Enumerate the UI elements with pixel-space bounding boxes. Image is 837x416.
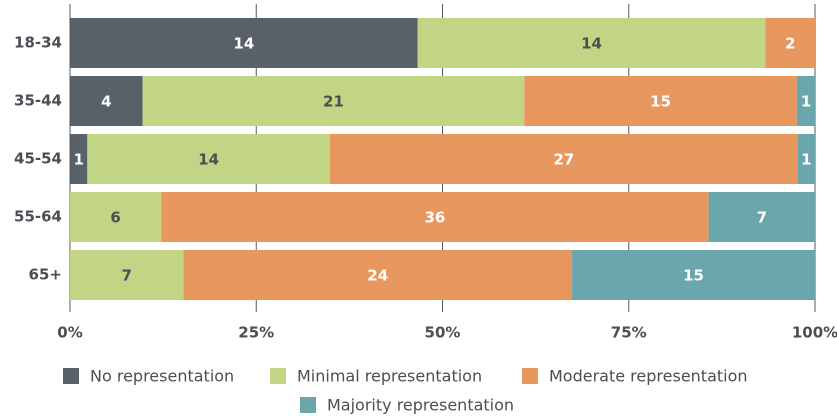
data-label: 1 <box>801 151 811 169</box>
legend-label: Minimal representation <box>297 367 482 386</box>
data-label: 24 <box>367 267 388 285</box>
bar-segment <box>797 134 815 184</box>
bar-segment <box>70 134 88 184</box>
data-label: 15 <box>683 267 704 285</box>
data-label: 27 <box>553 151 574 169</box>
bar-segment <box>70 250 184 300</box>
legend-swatch <box>522 368 538 384</box>
category-label: 55-64 <box>14 208 62 226</box>
legend-label: Moderate representation <box>549 367 748 386</box>
bar-segment <box>70 76 143 126</box>
category-label: 65+ <box>29 266 62 284</box>
data-label: 14 <box>233 35 254 53</box>
bar-segment <box>796 76 815 126</box>
data-label: 7 <box>757 209 767 227</box>
data-label: 7 <box>121 267 131 285</box>
bar-segment <box>70 18 418 68</box>
data-label: 2 <box>785 35 795 53</box>
data-label: 15 <box>650 93 671 111</box>
x-tick-label: 25% <box>238 324 274 342</box>
data-label: 14 <box>581 35 602 53</box>
bar-segment <box>161 192 709 242</box>
bar-segment <box>70 192 162 242</box>
x-tick-label: 0% <box>57 324 82 342</box>
bar-segment <box>329 134 798 184</box>
category-label: 35-44 <box>14 92 62 110</box>
x-tick-label: 75% <box>611 324 647 342</box>
legend-swatch <box>63 368 79 384</box>
bar-segment <box>142 76 525 126</box>
data-label: 14 <box>198 151 219 169</box>
bar-segment <box>708 192 815 242</box>
x-tick-label: 100% <box>792 324 837 342</box>
x-tick-label: 50% <box>425 324 461 342</box>
bar-segment <box>417 18 766 68</box>
data-label: 1 <box>73 151 83 169</box>
data-label: 21 <box>323 93 344 111</box>
data-label: 6 <box>110 209 120 227</box>
data-label: 4 <box>101 93 111 111</box>
data-label: 36 <box>424 209 445 227</box>
category-label: 45-54 <box>14 150 62 168</box>
legend-swatch <box>300 397 316 413</box>
bar-segment <box>765 18 815 68</box>
data-label: 1 <box>801 93 811 111</box>
legend-label: No representation <box>90 367 234 386</box>
category-label: 18-34 <box>14 34 62 52</box>
bar-segment <box>87 134 330 184</box>
legend-label: Majority representation <box>327 396 514 415</box>
bar-segment <box>524 76 797 126</box>
bar-segment <box>572 250 815 300</box>
legend-swatch <box>270 368 286 384</box>
bar-segment <box>183 250 573 300</box>
